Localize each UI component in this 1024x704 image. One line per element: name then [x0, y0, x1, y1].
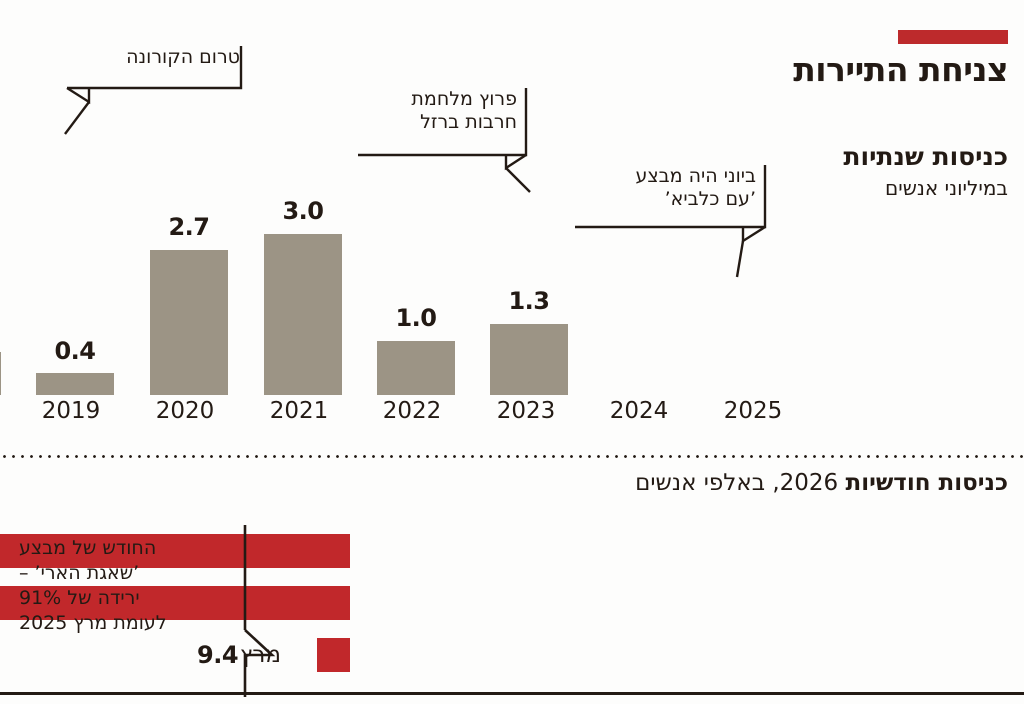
annual-section-title: כניסות שנתיות [843, 142, 1008, 171]
bar-2020 [0, 352, 1, 395]
annual-axis-labels: 2019 2020 2021 2022 2023 2024 2025 [0, 398, 800, 430]
callout-pre-covid: טרום הקורונה [42, 46, 252, 135]
bar-value-2022: 2.7 [168, 213, 210, 241]
monthly-row-march: מרץ 9.4 [0, 632, 1024, 678]
axis-label-2023: 2023 [496, 398, 556, 424]
bar-value-2025: 1.3 [508, 287, 550, 315]
monthly-row-january: ינואר 119.6 [0, 528, 1024, 574]
bar-2023 [264, 234, 342, 395]
monthly-title-bold: כניסות חודשיות [845, 470, 1008, 496]
monthly-value-march: 9.4 [197, 641, 239, 669]
page-title: צניחת התיירות [793, 50, 1008, 89]
bar-2024 [377, 341, 455, 395]
march-drop-bracket [243, 525, 276, 697]
section-divider [0, 455, 1024, 458]
axis-label-2019: 2019 [41, 398, 101, 424]
monthly-bar-march [317, 638, 350, 672]
monthly-bar-february [0, 586, 350, 620]
bar-value-2021: 0.4 [54, 337, 96, 365]
callout-june-operation-pointer [575, 165, 767, 278]
callout-war-outbreak: פרוץ מלחמת חרבות ברזל [330, 88, 545, 193]
callout-june-operation-text: ביוני היה מבצע ’עם כלביא’ [635, 165, 756, 211]
bar-2025 [490, 324, 568, 395]
monthly-section-title: כניסות חודשיות 2026, באלפי אנשים [635, 470, 1008, 496]
accent-rule [898, 30, 1008, 44]
callout-june-operation: ביוני היה מבצע ’עם כלביא’ [565, 165, 780, 278]
axis-label-2024: 2024 [609, 398, 669, 424]
annual-section-subtitle: במיליוני אנשים [884, 176, 1008, 200]
bottom-axis-rule [0, 692, 1024, 695]
axis-label-2022: 2022 [382, 398, 442, 424]
monthly-bar-chart: ינואר 119.6 פברואר 115.9 מרץ 9.4 [0, 520, 1024, 680]
bar-value-2020: 0.8 [0, 315, 1, 343]
axis-label-2021: 2021 [269, 398, 329, 424]
monthly-bar-january [0, 534, 350, 568]
callout-war-outbreak-pointer [358, 88, 531, 193]
bar-value-2024: 1.0 [395, 304, 437, 332]
callout-pre-covid-pointer [64, 46, 243, 135]
monthly-title-light: 2026, באלפי אנשים [635, 470, 846, 496]
bar-2022 [150, 250, 228, 395]
axis-label-2020: 2020 [155, 398, 215, 424]
callout-pre-covid-text: טרום הקורונה [126, 46, 240, 68]
axis-label-2025: 2025 [723, 398, 783, 424]
bar-value-2023: 3.0 [282, 197, 324, 225]
callout-war-outbreak-text: פרוץ מלחמת חרבות ברזל [411, 88, 517, 134]
annual-bar-chart: 4.5 0.8 0.4 2.7 3.0 1.0 1.3 [0, 130, 800, 395]
bar-2021 [36, 373, 114, 395]
march-drop-note: החודש של מבצע ’שאגת הארי’ – ירידה של 91%… [19, 537, 167, 635]
monthly-row-february: פברואר 115.9 [0, 580, 1024, 626]
